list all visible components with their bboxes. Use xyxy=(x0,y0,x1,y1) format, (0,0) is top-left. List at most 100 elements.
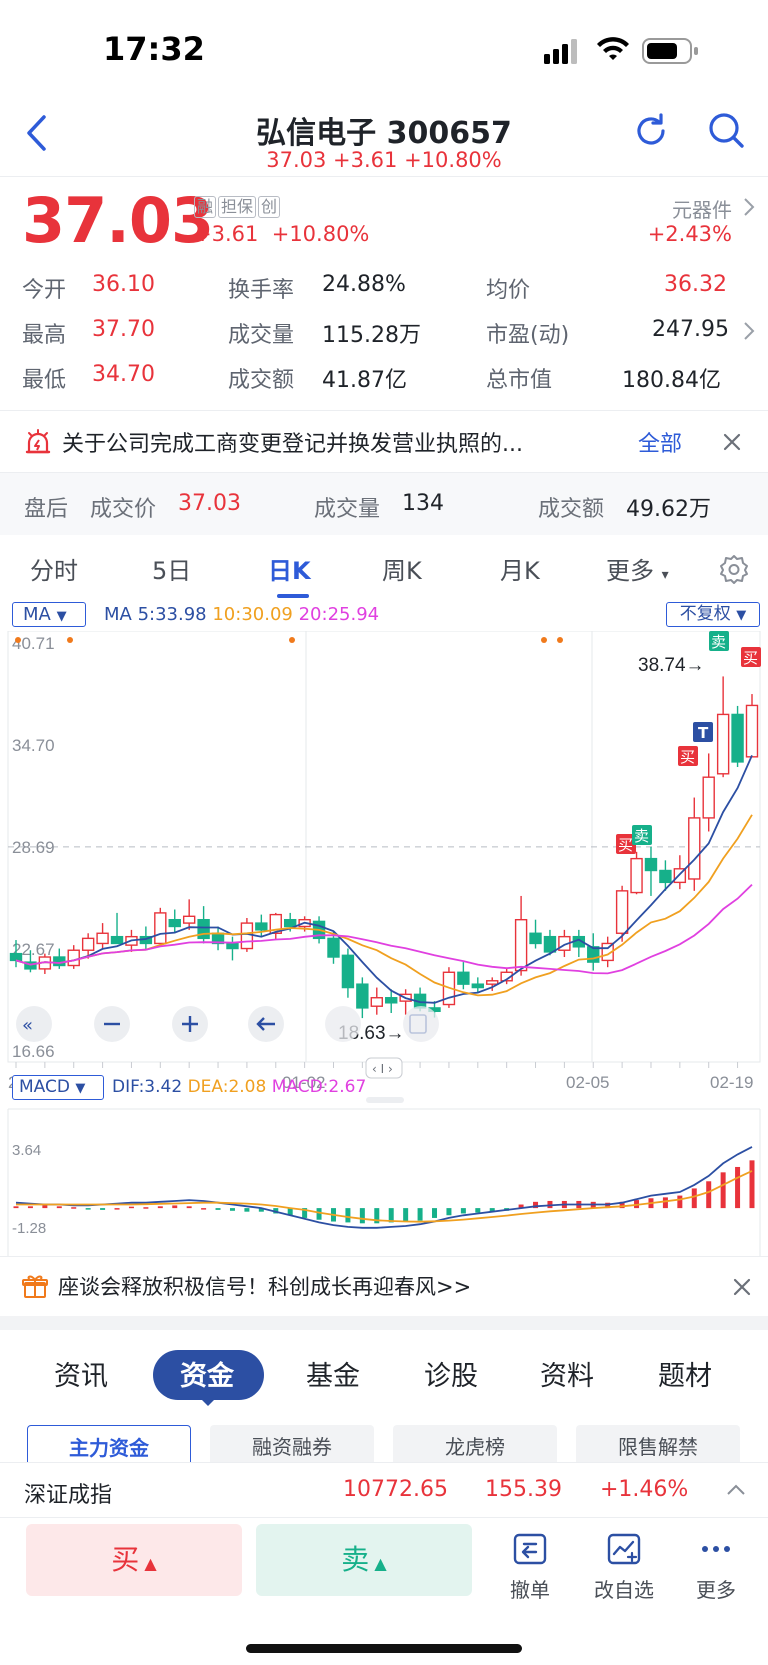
tab-more[interactable]: 更多 ▾ xyxy=(606,551,669,586)
macd-bar xyxy=(489,1208,495,1212)
macd-value: MACD:2.67 xyxy=(271,1077,367,1097)
edit-watchlist-button[interactable]: 改自选 xyxy=(594,1532,654,1603)
trade-bottom-bar: 买 ▲ 卖 ▲ 撤单 改自选 更多 xyxy=(0,1518,768,1665)
stat-pe-value[interactable]: 247.95 xyxy=(652,317,729,342)
tab-monthly-k[interactable]: 月K xyxy=(500,557,540,585)
cancel-order-label: 撤单 xyxy=(510,1578,550,1602)
refresh-icon[interactable] xyxy=(632,112,670,150)
x-tick-label: 01-02 xyxy=(282,1073,325,1092)
buy-signal-badge: 买 xyxy=(616,834,636,854)
close-icon[interactable] xyxy=(722,432,742,452)
notice-all-link[interactable]: 全部 xyxy=(638,432,683,457)
more-dots-icon xyxy=(702,1546,730,1552)
tab-news[interactable]: 资讯 xyxy=(54,1361,108,1392)
adjust-label: 不复权 xyxy=(679,604,731,624)
adjust-selector[interactable]: 不复权 ▼ xyxy=(666,602,760,627)
caret-down-icon: ▼ xyxy=(56,609,67,624)
svg-text:‹ I ›: ‹ I › xyxy=(372,1062,393,1076)
candle-body xyxy=(471,983,485,989)
price-change: +3.61 +10.80% xyxy=(194,222,369,246)
tab-intraday[interactable]: 分时 xyxy=(30,557,78,585)
candle-body xyxy=(716,713,730,775)
dif-line xyxy=(15,1146,753,1229)
tab-profile[interactable]: 资料 xyxy=(540,1361,594,1392)
buy-button[interactable]: 买 ▲ xyxy=(26,1524,242,1596)
scroll-right-fast-button[interactable] xyxy=(403,1006,439,1042)
buy-signal-text: 买 xyxy=(743,649,758,667)
macd-bar xyxy=(302,1208,308,1218)
macd-bottom-label: -1.28 xyxy=(12,1220,46,1237)
candle xyxy=(688,797,701,891)
candle-body xyxy=(182,915,196,924)
back-icon[interactable] xyxy=(24,114,48,152)
after-amount-value: 49.62万 xyxy=(626,497,711,522)
x-tick-label: 02-19 xyxy=(710,1073,753,1092)
zoom-out-button[interactable] xyxy=(94,1006,130,1042)
tab-fund[interactable]: 基金 xyxy=(306,1361,360,1392)
candle xyxy=(110,912,124,945)
margin-tag: 融 xyxy=(194,196,217,218)
pan-handle[interactable]: ‹ I › xyxy=(365,1057,403,1079)
chevron-right-icon[interactable] xyxy=(742,320,756,342)
macd-bar xyxy=(42,1205,48,1209)
tab-5day[interactable]: 5日 xyxy=(152,557,192,585)
tab-weekly-k[interactable]: 周K xyxy=(382,557,422,585)
sector-link[interactable]: 元器件 xyxy=(672,194,732,223)
current-price: 37.03 xyxy=(22,184,214,257)
ma-selector[interactable]: MA ▼ xyxy=(12,602,86,627)
notice-text[interactable]: 关于公司完成工商变更登记并换发营业执照的... xyxy=(62,432,523,457)
candle xyxy=(154,907,167,947)
candle-body xyxy=(327,937,340,958)
chevron-right-icon[interactable] xyxy=(742,196,756,218)
tab-daily-k[interactable]: 日K xyxy=(268,557,311,585)
chevron-up-icon[interactable] xyxy=(726,1483,746,1497)
ma20-line xyxy=(15,883,753,975)
macd-bar xyxy=(143,1207,149,1209)
subtab-dragon-tiger[interactable]: 龙虎榜 xyxy=(393,1425,557,1467)
y-tick-label: 16.66 xyxy=(12,1042,55,1061)
x-minor-ticks xyxy=(15,1062,739,1068)
after-volume-value: 134 xyxy=(402,491,444,516)
promo-banner[interactable]: 座谈会释放积极信号！科创成长再迎春风>> xyxy=(0,1256,768,1316)
scroll-left-fast-button[interactable]: « xyxy=(16,1006,52,1042)
candles xyxy=(9,676,759,1019)
kline-chart-panel[interactable]: MA ▼ MA 5:33.98 10:30.09 20:25.94 不复权 ▼ … xyxy=(0,599,768,1256)
more-button[interactable]: 更多 xyxy=(686,1532,746,1603)
subtab-main-funds[interactable]: 主力资金 xyxy=(27,1425,191,1467)
collateral-tag: 担保 xyxy=(218,196,257,218)
tab-diagnosis[interactable]: 诊股 xyxy=(424,1361,478,1392)
candle-body xyxy=(601,942,614,962)
tab-funds-flow[interactable]: 资金 xyxy=(180,1361,234,1392)
candle xyxy=(745,694,759,758)
scroll-right-button[interactable] xyxy=(325,1006,361,1042)
settings-gear-icon[interactable] xyxy=(718,553,750,585)
search-icon[interactable] xyxy=(706,110,746,152)
sell-button[interactable]: 卖 ▲ xyxy=(256,1524,472,1596)
subtab-lockup[interactable]: 限售解禁 xyxy=(576,1425,740,1467)
caret-down-icon: ▼ xyxy=(75,1081,86,1096)
promo-text[interactable]: 座谈会释放积极信号！科创成长再迎春风>> xyxy=(58,1275,472,1299)
subtab-margin[interactable]: 融资融券 xyxy=(210,1425,374,1467)
macd-selector[interactable]: MACD ▼ xyxy=(12,1075,104,1100)
candle-body xyxy=(587,946,600,963)
stat-avg-label: 均价 xyxy=(486,278,531,303)
buy-signal-text: 买 xyxy=(618,836,633,854)
macd-bar xyxy=(186,1206,192,1209)
stat-mktcap-value: 180.84亿 xyxy=(622,368,721,393)
sell-signal-badge: 卖 xyxy=(632,825,652,845)
candle-body xyxy=(226,942,239,950)
stock-subtitle: 37.03 +3.61 +10.80% xyxy=(266,148,502,172)
wifi-icon xyxy=(597,37,629,60)
zoom-in-button[interactable] xyxy=(172,1006,208,1042)
index-ticker-strip[interactable]: 深证成指 10772.65 155.39 +1.46% xyxy=(0,1462,768,1518)
candle xyxy=(615,885,629,942)
stat-amount-label: 成交额 xyxy=(228,368,295,393)
triangle-up-icon: ▲ xyxy=(369,1554,387,1573)
close-icon[interactable] xyxy=(732,1277,752,1297)
cancel-order-button[interactable]: 撤单 xyxy=(500,1532,560,1603)
scroll-left-button[interactable] xyxy=(248,1006,284,1042)
more-label: 更多 xyxy=(696,1578,736,1602)
kline-chart[interactable]: 40.71 34.70 28.69 22.67 16.66 38.74→ 18.… xyxy=(0,631,768,1256)
macd-bar xyxy=(359,1208,365,1224)
tab-theme[interactable]: 题材 xyxy=(658,1361,712,1392)
